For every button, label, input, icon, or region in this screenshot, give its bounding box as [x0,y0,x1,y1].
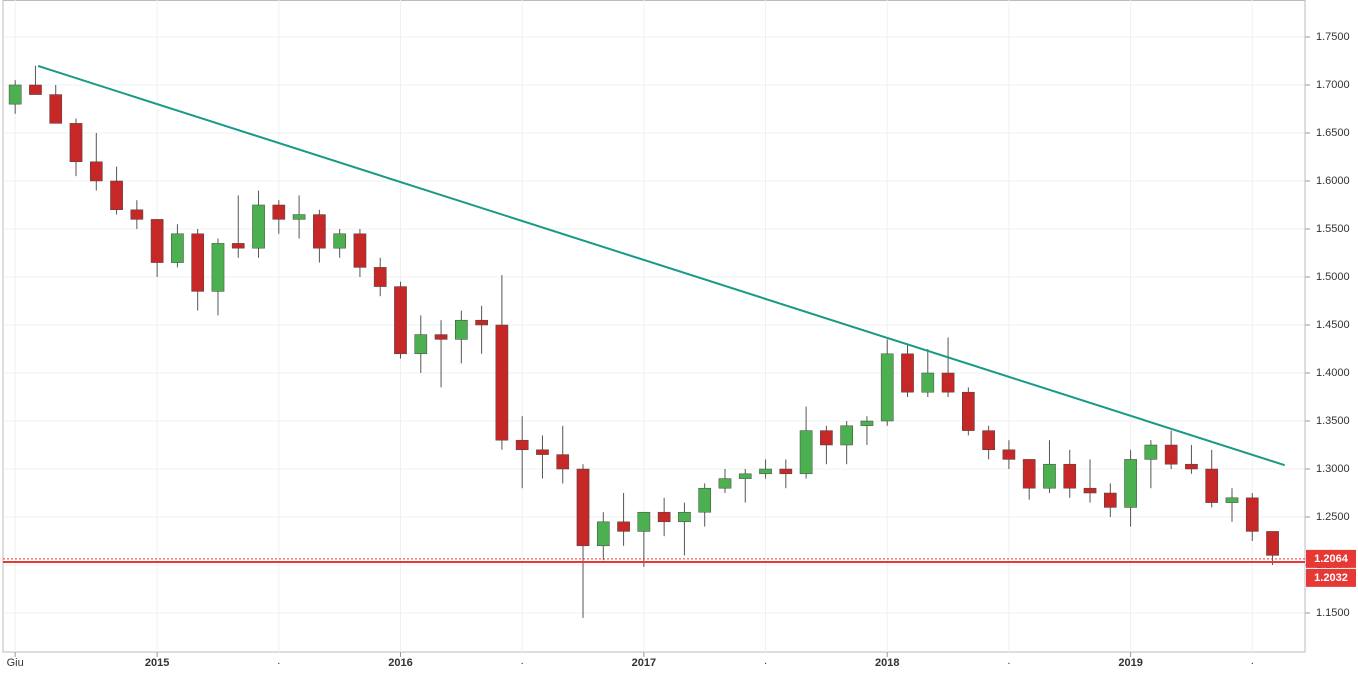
candle-body [637,511,651,532]
y-tick-label: 1.1500 [1316,607,1350,619]
candle-body [657,511,671,523]
candle-body [962,391,975,431]
trend-line [37,65,1286,467]
y-tick-label: 1.4500 [1316,319,1350,331]
candle-body [333,233,346,249]
candle-body [29,84,42,95]
candle-body [799,430,813,475]
y-tick-label: 1.6500 [1316,127,1350,139]
candle-body [536,449,549,455]
candle-body [880,353,894,422]
candle-body [1043,463,1056,489]
candle-body [596,521,610,547]
x-tick-label: Giu [7,657,24,669]
x-minor-tick-label: . [277,655,280,667]
candle-body [171,233,184,263]
candle-body [89,161,103,182]
candle-body [313,214,326,249]
candle-body [1022,459,1036,489]
candle-body [110,180,123,211]
level-label-box [1306,568,1356,587]
y-tick-label: 1.2500 [1316,511,1350,523]
candle-body [475,319,488,326]
candle-body [678,511,691,523]
y-tick-label: 1.3500 [1316,415,1350,427]
candle-body [779,468,793,475]
x-tick-label: 2019 [1118,657,1142,669]
candle-body [8,84,22,105]
candle-body [1103,492,1117,508]
candle-body [982,430,995,451]
candle-body [1245,497,1259,532]
candle-body [759,468,772,475]
candle-body [1185,463,1198,470]
x-tick-label: 2017 [632,657,656,669]
candle-body [617,521,630,532]
candle-body [353,233,367,268]
y-tick-label: 1.5500 [1316,223,1350,235]
x-minor-tick-label: . [1007,655,1010,667]
candle-body [1124,459,1137,508]
candle-body [455,319,468,340]
y-tick-label: 1.6000 [1316,175,1350,187]
candle-body [191,233,205,292]
level-label: 1.2032 [1314,572,1348,584]
candle-body [1225,497,1239,503]
candle-body [840,425,853,446]
x-minor-tick-label: . [764,655,767,667]
candle-body [495,324,509,441]
candle-body [515,439,529,451]
candle-body [394,286,407,355]
level-label-box [1306,549,1356,568]
y-tick-label: 1.3000 [1316,463,1350,475]
candle-body [252,204,265,249]
y-tick-label: 1.7000 [1316,79,1350,91]
plot-frame [2,0,1306,653]
candle-body [901,353,914,393]
candle-body [231,243,245,249]
candle-body [921,372,935,393]
level-label: 1.2064 [1314,553,1349,565]
x-tick-label: 2016 [388,657,412,669]
candle-body [211,243,225,292]
candle-body [1002,449,1016,460]
candle-body [1266,531,1279,556]
x-tick-label: 2015 [145,657,169,669]
candle-body [69,123,83,163]
candle-body [150,219,164,263]
candle-body [698,487,712,513]
candle-body [272,204,286,220]
candle-body [1063,463,1077,489]
candle-body [1083,487,1097,494]
x-minor-tick-label: . [521,655,524,667]
candle-body [738,473,752,479]
candle-body [718,478,732,489]
candle-body [576,468,590,547]
y-tick-label: 1.4000 [1316,367,1350,379]
candle-body [292,214,306,220]
candle-body [49,94,63,124]
candle-body [414,334,428,355]
y-tick-label: 1.7500 [1316,31,1350,43]
candle-body [1205,468,1219,503]
candle-body [434,334,448,340]
candle-body [941,372,955,393]
candle-body [1144,444,1158,460]
candle-body [860,420,874,427]
candle-body [130,209,144,220]
y-tick-label: 1.5000 [1316,271,1350,283]
candle-body [373,267,387,287]
candle-body [820,430,833,446]
x-tick-label: 2018 [875,657,899,669]
candle-body [1164,444,1178,465]
x-minor-tick-label: . [1251,655,1254,667]
candle-body [556,454,570,470]
